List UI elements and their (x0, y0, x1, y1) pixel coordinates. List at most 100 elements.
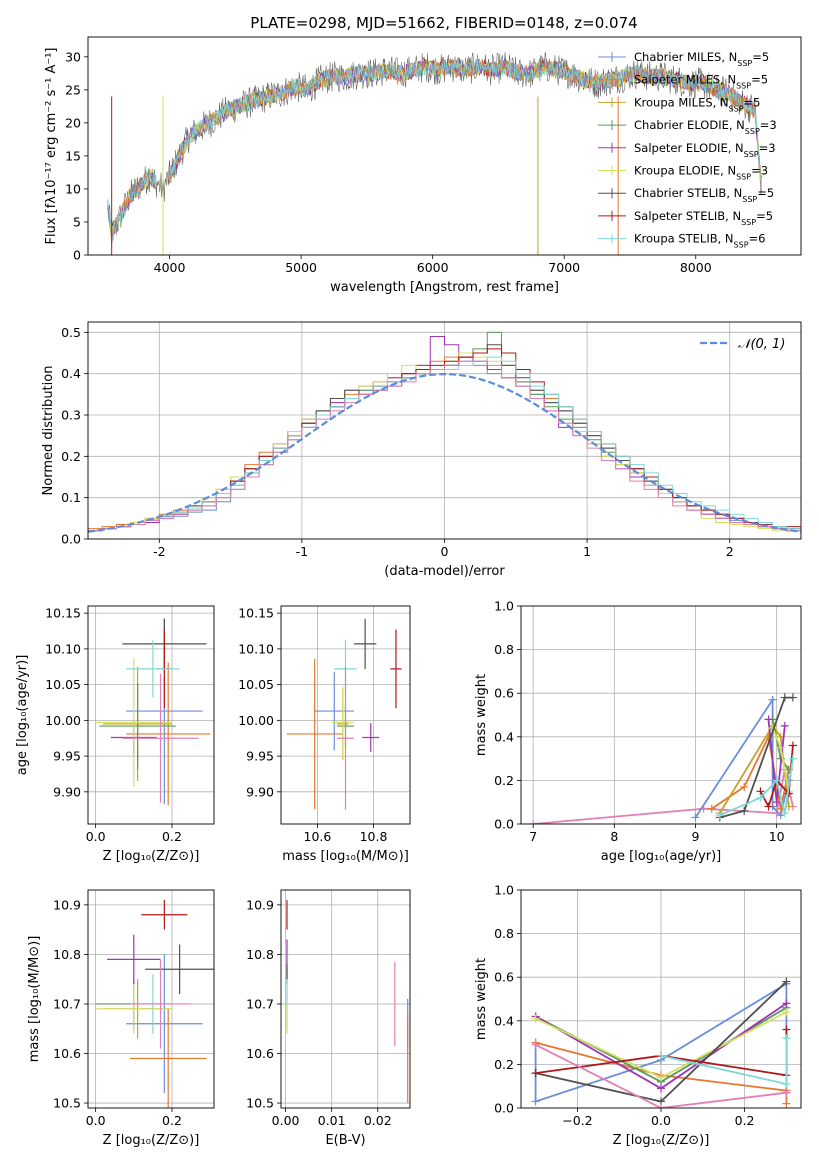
x-tick-label: 7000 (548, 260, 580, 275)
weight-marker (782, 1080, 791, 1089)
x-tick-label: 10.6 (304, 829, 332, 844)
weight-marker (782, 1088, 791, 1097)
legend-label: 𝒩(0, 1) (738, 337, 785, 352)
weight-marker (657, 1084, 665, 1093)
x-tick-label: -1 (296, 544, 308, 559)
x-axis-label: mass [log₁₀(M/M⊙)] (282, 849, 409, 864)
x-tick-label: −0.2 (562, 1113, 592, 1128)
weight-marker (772, 798, 781, 807)
y-tick-label: 0.2 (61, 449, 81, 464)
plot-area (521, 606, 801, 824)
y-tick-label: 10.00 (45, 713, 81, 728)
x-tick-label: 0.00 (272, 1113, 300, 1128)
weight-marker (782, 1034, 791, 1043)
y-tick-label: 0 (73, 248, 81, 263)
x-tick-label: 8 (610, 829, 618, 844)
x-tick-label: 2 (726, 544, 734, 559)
y-tick-label: 10.7 (53, 996, 81, 1011)
y-tick-label: 0.0 (494, 817, 514, 832)
x-axis-label: age [log₁₀(age/yr)] (601, 849, 722, 864)
panel-mass-vs-z: 0.0 0.2 10.5 10.6 10.7 10.8 10.9 Z [log₁₀(Z/Z⊙)… (27, 889, 215, 1148)
legend-post: =3 (760, 118, 777, 132)
x-tick-label: 0.02 (364, 1113, 392, 1128)
x-axis-label: Z [log₁₀(Z/Z⊙)] (103, 1133, 200, 1148)
weight-marker (782, 1008, 791, 1017)
legend-sub: SSP (736, 81, 751, 90)
legend-post: =5 (757, 186, 774, 200)
plot-area (107, 51, 762, 255)
x-tick-label: -2 (153, 544, 165, 559)
legend-sub: SSP (734, 240, 749, 249)
x-tick-label: 7 (529, 829, 537, 844)
plot-area (88, 322, 801, 539)
x-tick-label: 0.2 (735, 1113, 755, 1128)
y-tick-label: 0.2 (494, 773, 514, 788)
plot-area (88, 890, 214, 1108)
y-tick-label: 1.0 (494, 599, 514, 614)
y-tick-label: 10.05 (238, 677, 274, 692)
legend-sub: SSP (741, 217, 756, 226)
x-tick-label: 0 (441, 544, 449, 559)
x-tick-label: 0.2 (162, 1113, 182, 1128)
panel-mass-weight-vs-age: 7 8 9 10 0.0 0.2 0.4 0.6 0.8 1.0 age [log₁₀(age/yr… (474, 599, 802, 864)
weight-marker (782, 999, 791, 1008)
x-axis-label: E(B-V) (325, 1133, 365, 1148)
y-tick-label: 10.15 (238, 606, 274, 621)
axes-frame (87, 321, 802, 540)
weight-marker (531, 1014, 540, 1023)
panel-mass-weight-vs-z: −0.2 0.0 0.2 0.0 0.2 0.4 0.6 0.8 1.0 Z [log₁₀(Z/Z… (474, 883, 802, 1148)
legend-label: Salpeter MILES, NSSP=5 (634, 73, 768, 91)
weight-marker (764, 715, 773, 724)
weight-marker (657, 1104, 665, 1108)
x-tick-label: 10 (769, 829, 785, 844)
y-tick-label: 0.4 (61, 366, 81, 381)
legend-label: Kroupa STELIB, NSSP=6 (634, 232, 765, 250)
weight-marker (740, 782, 749, 791)
y-tick-label: 1.0 (494, 883, 514, 898)
weight-series (533, 769, 794, 824)
legend-post: =5 (744, 95, 761, 109)
panel-spectrum: 4000 5000 6000 7000 8000 0 5 10 15 20 25 30 waveleng… (44, 36, 802, 295)
weight-marker (715, 811, 724, 820)
weight-marker (776, 743, 785, 752)
y-tick-label: 0.4 (494, 1013, 514, 1028)
y-tick-label: 10.9 (53, 897, 81, 912)
legend-label: Chabrier MILES, NSSP=5 (634, 50, 769, 68)
weight-marker (531, 1040, 540, 1049)
weight-marker (529, 820, 538, 824)
y-tick-label: 5 (73, 214, 81, 229)
spectrum-series (107, 58, 762, 243)
weight-series (535, 1043, 787, 1108)
plot-area (521, 890, 801, 1108)
axes-frame (87, 605, 215, 825)
y-tick-label: 0.8 (494, 642, 514, 657)
y-tick-label: 10.10 (45, 641, 81, 656)
panel-age-vs-z: 0.0 0.2 9.90 9.95 10.00 10.05 10.10 10.15 Z [log… (15, 605, 215, 864)
y-tick-label: 0.8 (494, 926, 514, 941)
axes-frame (520, 889, 802, 1109)
legend-post: =6 (749, 232, 766, 246)
legend-post: =5 (751, 73, 768, 87)
y-axis-label: Flux [fλ10⁻¹⁷ erg cm⁻² s⁻¹ A⁻¹] (44, 48, 59, 245)
y-tick-label: 20 (65, 115, 81, 130)
legend-post: =5 (756, 209, 773, 223)
legend-post: =5 (752, 50, 769, 64)
y-axis-label: Normed distribution (41, 366, 56, 496)
y-tick-label: 10.15 (45, 606, 81, 621)
plot-area (281, 890, 410, 1108)
plot-area (281, 606, 410, 824)
x-tick-label: 0.0 (86, 1113, 106, 1128)
y-axis-label: mass weight (474, 958, 489, 1040)
y-tick-label: 10.5 (53, 1096, 81, 1111)
legend-post: =3 (751, 164, 768, 178)
y-tick-label: 0.0 (61, 532, 81, 547)
axes-frame (520, 605, 802, 825)
x-axis-label: (data-model)/error (384, 564, 505, 579)
y-tick-label: 15 (65, 148, 81, 163)
x-tick-label: 0.2 (162, 829, 182, 844)
y-tick-label: 0.6 (494, 970, 514, 985)
weight-marker (768, 695, 777, 704)
y-tick-label: 0.2 (494, 1057, 514, 1072)
weight-marker (782, 1025, 791, 1034)
weight-marker (657, 1051, 665, 1060)
